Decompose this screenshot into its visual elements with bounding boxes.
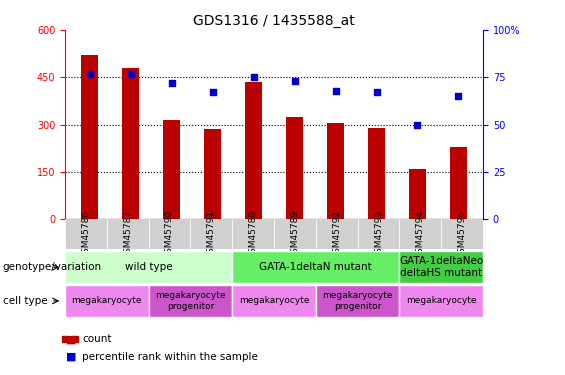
Point [85,70,94,76]
Text: cell type: cell type [3,296,47,306]
Text: count: count [82,334,111,344]
Text: GSM45794: GSM45794 [416,210,425,259]
Bar [190,219,232,249]
Point [126,70,135,76]
Text: GATA-1deltaNeo
deltaHS mutant: GATA-1deltaNeo deltaHS mutant [399,256,484,278]
Text: ■: ■ [66,334,76,344]
Bar [65,219,107,249]
Text: genotype/variation: genotype/variation [3,262,102,272]
Bar [358,219,399,249]
Text: GSM45787: GSM45787 [123,210,132,259]
Text: percentile rank within the sample: percentile rank within the sample [82,352,258,362]
Bar [65,285,149,317]
Text: GSM45792: GSM45792 [332,210,341,259]
Point [454,93,463,99]
Text: megakaryocyte: megakaryocyte [239,296,309,305]
Bar [316,219,358,249]
Text: GSM45786: GSM45786 [81,210,90,259]
Text: megakaryocyte: megakaryocyte [72,296,142,305]
Text: megakaryocyte: megakaryocyte [406,296,476,305]
Title: GDS1316 / 1435588_at: GDS1316 / 1435588_at [193,13,355,28]
Point [167,80,176,86]
Text: GSM45795: GSM45795 [458,210,467,259]
Text: megakaryocyte
progenitor: megakaryocyte progenitor [323,291,393,310]
Bar [327,123,344,219]
Bar [123,68,139,219]
Bar [232,285,316,317]
Bar [399,219,441,249]
Bar [205,129,221,219]
Bar [450,147,467,219]
Bar [399,285,483,317]
Text: megakaryocyte
progenitor: megakaryocyte progenitor [155,291,225,310]
Bar [81,55,98,219]
Bar [149,219,190,249]
Point [249,74,258,80]
Bar [399,251,483,283]
Text: GSM45788: GSM45788 [249,210,258,259]
Text: ■: ■ [66,352,76,362]
Bar [163,120,180,219]
Bar [441,219,483,249]
Text: wild type: wild type [125,262,172,272]
Point [372,90,381,96]
Text: GSM45793: GSM45793 [374,210,383,259]
Text: GATA-1deltaN mutant: GATA-1deltaN mutant [259,262,372,272]
Text: GSM45789: GSM45789 [290,210,299,259]
Bar [316,285,399,317]
Bar [232,219,274,249]
Point [413,122,422,128]
Bar [274,219,316,249]
Text: GSM45791: GSM45791 [207,210,216,259]
Bar [149,285,232,317]
Point [208,90,217,96]
Point [331,88,340,94]
Point [290,78,299,84]
Bar [409,169,425,219]
Bar [245,82,262,219]
Bar [65,251,232,283]
Bar [286,117,303,219]
Text: GSM45790: GSM45790 [165,210,174,259]
Bar [107,219,149,249]
Bar [368,128,385,219]
Bar [232,251,399,283]
